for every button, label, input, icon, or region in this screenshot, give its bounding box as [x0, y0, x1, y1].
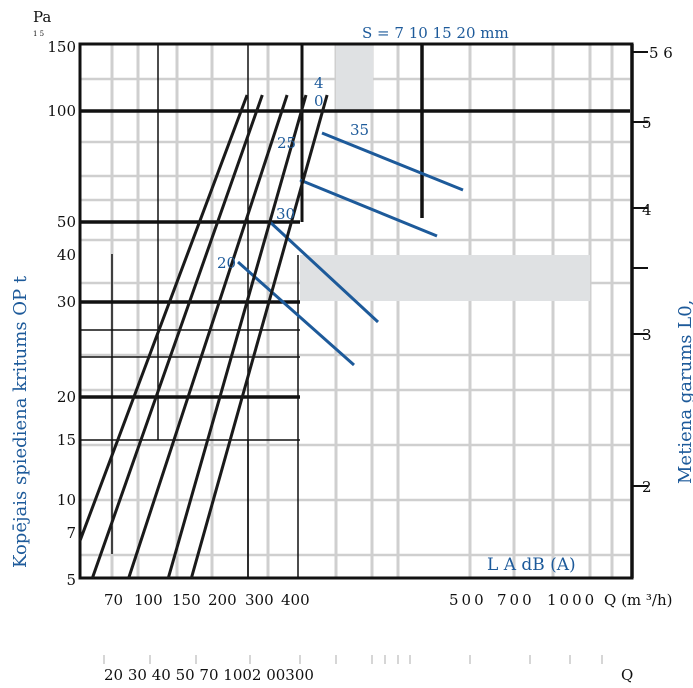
noise-labels: 20 25 30 35 4 0 — [217, 74, 369, 272]
y-tick-label: 7 — [66, 524, 76, 542]
y-tick-label: 5 — [66, 571, 76, 589]
x-axis-ticks: 70 100 150 200 300 400 500 700 1000 Q (m… — [104, 591, 673, 609]
y-tick-label: 150 — [47, 38, 76, 56]
shaded-band-middle — [300, 255, 590, 301]
y2-axis-title: Metiena garums L0, — [675, 300, 693, 484]
secondary-axis-ticks — [632, 51, 648, 487]
y-axis-title: Kopējais spiediena kritums OP t — [10, 275, 31, 568]
x-tick-label: 700 — [497, 591, 535, 609]
x-tick-label: 300 — [245, 591, 274, 609]
y2-tick-label: 2 — [642, 478, 652, 496]
y-tick-label: 50 — [57, 213, 76, 231]
characteristic-curve-4 — [166, 94, 308, 579]
y-tick-label: 15 — [57, 431, 76, 449]
noise-label: 35 — [350, 121, 369, 139]
y-axis-ticks: 150 100 50 40 30 20 15 10 7 5 — [47, 38, 76, 589]
characteristic-curves — [78, 94, 329, 579]
s-label: S = 7 10 15 20 mm — [362, 24, 509, 42]
x2-axis: 20 30 40 50 70 1002 00300 Q — [103, 655, 633, 684]
y-tick-label: 40 — [57, 246, 76, 264]
x-tick-label: 150 — [172, 591, 201, 609]
y2-tick-label: 3 — [642, 326, 652, 344]
noise-label: 0 — [314, 92, 324, 110]
y-tick-label: 30 — [57, 293, 76, 311]
characteristic-curve-3 — [127, 94, 289, 579]
unit-small-label: 1 5 — [33, 30, 44, 38]
noise-label: 20 — [217, 254, 236, 272]
y-tick-label: 100 — [47, 102, 76, 120]
x-tick-label: 100 — [134, 591, 163, 609]
y-tick-label: 10 — [57, 491, 76, 509]
x2-axis-ticks-marks — [103, 655, 603, 664]
x2-tick-label: 20 30 40 50 70 1002 00300 — [104, 666, 314, 684]
shaded-band-upper — [336, 44, 373, 111]
characteristic-curve-5 — [189, 94, 329, 579]
y-tick-label: 20 — [57, 388, 76, 406]
characteristic-curve-1 — [78, 94, 249, 542]
noise-label: 4 — [314, 74, 324, 92]
x-tick-label: 1000 — [547, 591, 597, 609]
y2-tick-label: 5 — [642, 114, 652, 132]
noise-label: 30 — [276, 205, 295, 223]
y2-tick-label: 4 — [642, 201, 652, 219]
unit-pa-label: Pa — [33, 8, 51, 26]
x-tick-label: 200 — [208, 591, 237, 609]
noise-line-20 — [237, 260, 355, 367]
light-grid-vertical — [110, 44, 614, 578]
characteristic-curve-2 — [90, 94, 264, 579]
x-tick-label: 500 — [449, 591, 487, 609]
y2-tick-label: 5 6 — [649, 44, 673, 62]
noise-line-35 — [321, 131, 464, 192]
x2-axis-title: Q — [621, 666, 633, 684]
chart-grid — [78, 42, 648, 580]
x-tick-label: 400 — [281, 591, 310, 609]
noise-label: 25 — [277, 134, 296, 152]
x-tick-label: 70 — [104, 591, 123, 609]
x-axis-title: Q (m ³/h) — [604, 591, 673, 609]
y2-axis-ticks: 5 6 5 4 3 2 — [642, 44, 673, 496]
noise-line-30 — [299, 178, 438, 238]
la-label: L A dB (A) — [487, 555, 576, 575]
